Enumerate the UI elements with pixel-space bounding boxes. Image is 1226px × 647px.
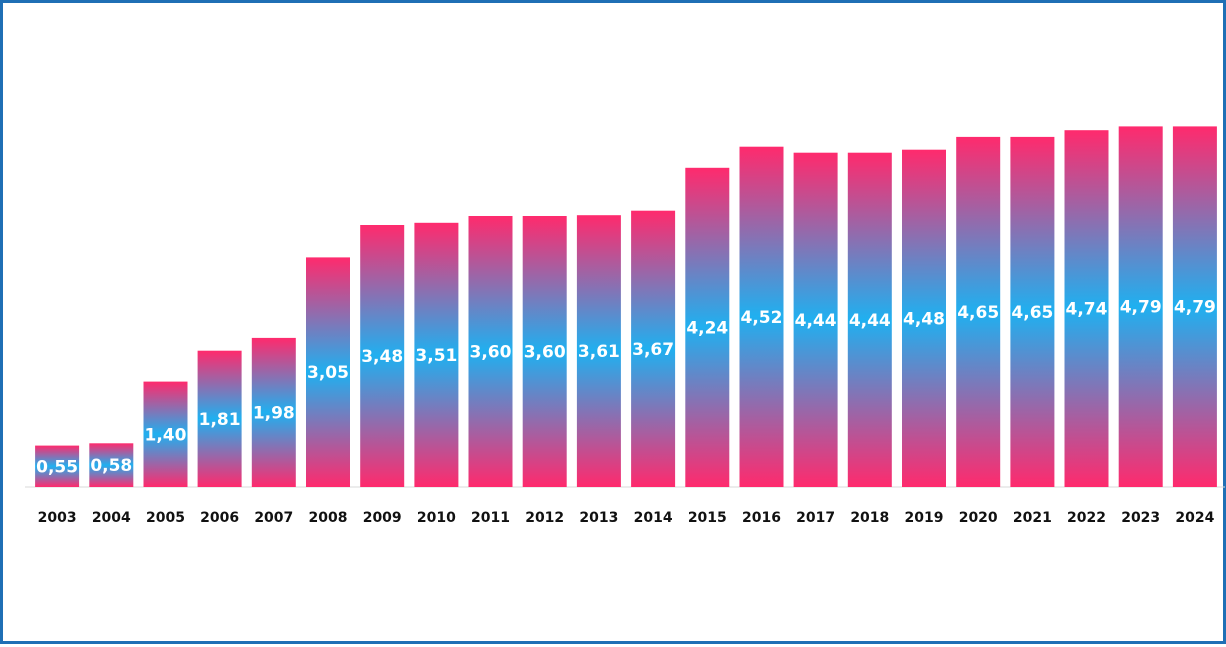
bar-2017: [793, 152, 838, 487]
data-label-2007: 1,98: [253, 404, 295, 424]
data-label-2011: 3,60: [470, 343, 512, 363]
x-tick-labels-group: 2003 2004 2005 2006 2007 2008 2009 2010 2011 2012…: [38, 510, 1215, 526]
bar-2022: [1064, 130, 1109, 487]
bar-2006: [197, 350, 242, 487]
bar-2020: [956, 136, 1001, 487]
x-tick-label-2012: 2012: [525, 510, 564, 526]
bar-2013: [576, 215, 621, 487]
x-tick-label-2006: 2006: [200, 510, 239, 526]
x-tick-label-2009: 2009: [363, 510, 402, 526]
x-tick-label-2015: 2015: [688, 510, 727, 526]
bar-2016: [739, 146, 784, 487]
x-tick-label-2022: 2022: [1067, 510, 1106, 526]
bar-2014: [631, 210, 676, 487]
bar-2005: [143, 381, 188, 487]
data-label-2006: 1,81: [199, 410, 241, 430]
data-label-2015: 4,24: [686, 318, 728, 338]
bar-2023: [1118, 126, 1163, 488]
bar-2012: [522, 216, 567, 487]
x-tick-label-2016: 2016: [742, 510, 781, 526]
bar-2024: [1172, 126, 1217, 488]
bar-2019: [902, 149, 946, 487]
x-tick-label-2019: 2019: [905, 510, 944, 526]
data-label-2019: 4,48: [903, 309, 945, 329]
x-tick-label-2010: 2010: [417, 510, 456, 526]
bar-2011: [468, 216, 513, 487]
x-tick-label-2011: 2011: [471, 510, 510, 526]
bars-group: [35, 126, 1217, 488]
data-label-2010: 3,51: [415, 346, 457, 366]
x-tick-label-2008: 2008: [309, 510, 348, 526]
x-tick-label-2021: 2021: [1013, 510, 1052, 526]
x-tick-label-2007: 2007: [254, 510, 293, 526]
data-label-2004: 0,58: [90, 456, 132, 476]
data-label-2003: 0,55: [36, 457, 78, 477]
bar-2003: [35, 445, 80, 487]
bar-2010: [414, 222, 459, 488]
data-label-2021: 4,65: [1011, 303, 1053, 323]
data-label-2024: 4,79: [1174, 298, 1216, 318]
bar-2015: [685, 167, 730, 488]
x-tick-label-2024: 2024: [1175, 510, 1214, 526]
x-tick-label-2023: 2023: [1121, 510, 1160, 526]
data-label-2005: 1,40: [145, 425, 187, 445]
bar-2004: [89, 443, 134, 487]
x-tick-label-2018: 2018: [850, 510, 889, 526]
bar-2009: [360, 225, 405, 487]
data-label-2022: 4,74: [1066, 300, 1108, 320]
data-label-2009: 3,48: [361, 347, 403, 367]
x-tick-label-2017: 2017: [796, 510, 835, 526]
bar-2021: [1010, 136, 1055, 487]
bar-2008: [306, 257, 350, 487]
data-label-2016: 4,52: [741, 308, 783, 328]
data-label-2017: 4,44: [795, 311, 837, 331]
bar-2007: [251, 337, 296, 487]
data-label-2012: 3,60: [524, 343, 566, 363]
bar-2018: [847, 152, 892, 487]
data-label-2014: 3,67: [632, 340, 674, 360]
bar-chart: 0,55 0,58 1,40 1,81 1,98 3,05 3,48 3,51 3,60 3,60…: [25, 126, 1225, 526]
x-tick-label-2013: 2013: [579, 510, 618, 526]
x-tick-label-2005: 2005: [146, 510, 185, 526]
data-label-2008: 3,05: [307, 363, 349, 383]
data-labels-group: 0,55 0,58 1,40 1,81 1,98 3,05 3,48 3,51 3,60 3,60…: [36, 298, 1216, 478]
data-label-2023: 4,79: [1120, 298, 1162, 318]
data-label-2013: 3,61: [578, 342, 620, 362]
x-tick-label-2003: 2003: [38, 510, 77, 526]
data-label-2018: 4,44: [849, 311, 891, 331]
x-tick-label-2014: 2014: [634, 510, 673, 526]
x-tick-label-2020: 2020: [959, 510, 998, 526]
x-tick-label-2004: 2004: [92, 510, 131, 526]
data-label-2020: 4,65: [957, 303, 999, 323]
